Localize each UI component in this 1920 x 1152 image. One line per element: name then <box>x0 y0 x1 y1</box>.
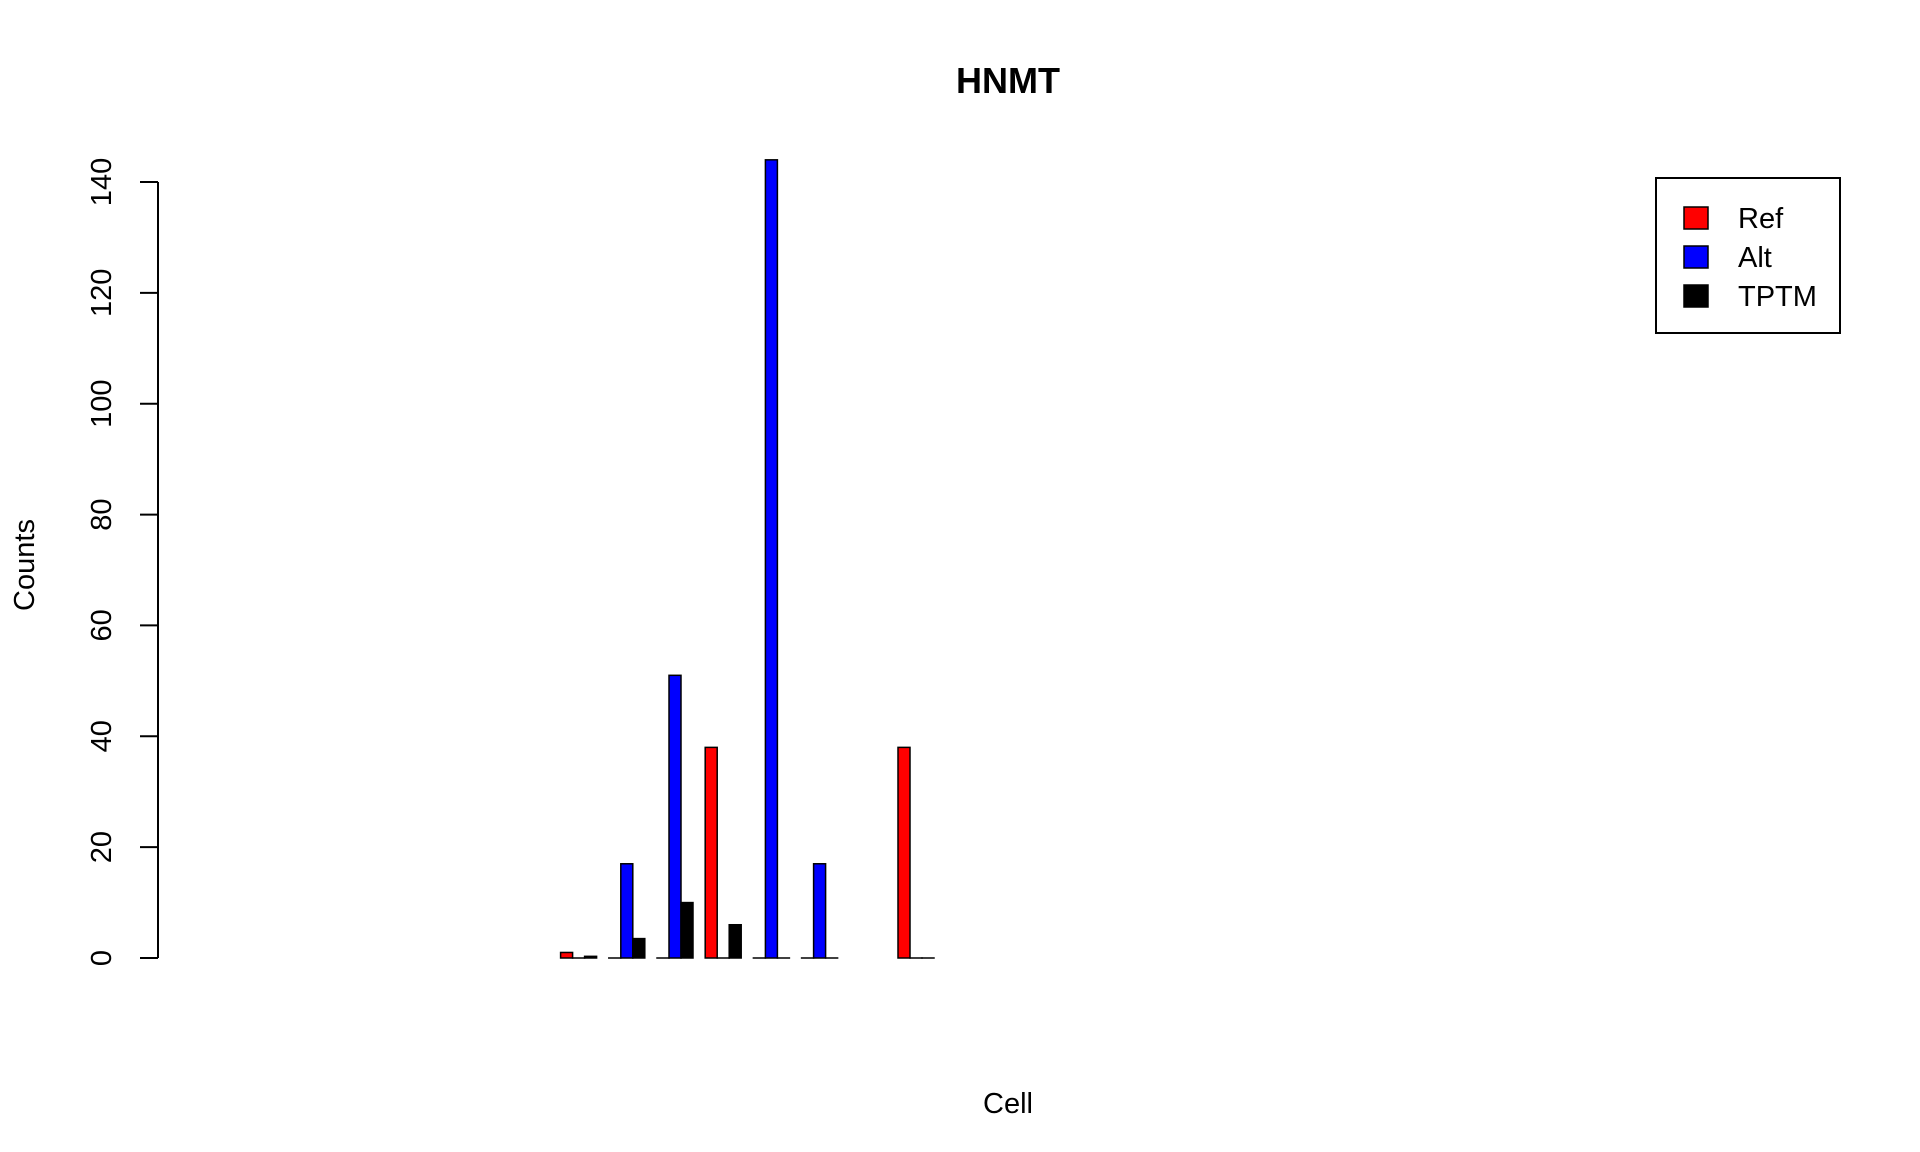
bar-ref <box>897 746 911 959</box>
bar-ref <box>559 951 574 959</box>
y-axis-label: Counts <box>9 519 41 611</box>
legend: Ref Alt TPTM <box>1655 177 1841 334</box>
legend-label-alt: Alt <box>1738 242 1772 274</box>
y-tick-label: 80 <box>86 498 118 530</box>
bar-ref <box>704 746 718 959</box>
y-tick-label: 20 <box>86 831 118 863</box>
chart-title: HNMT <box>956 60 1060 101</box>
y-tick-label: 60 <box>86 609 118 641</box>
bar-tptm <box>728 923 742 959</box>
y-tick-label: 100 <box>86 380 118 428</box>
y-tick-label: 40 <box>86 720 118 752</box>
bar-tptm <box>583 955 598 959</box>
y-tick-label: 0 <box>86 950 118 966</box>
bar-tptm <box>632 937 646 959</box>
bar-tptm <box>680 901 694 959</box>
legend-label-ref: Ref <box>1738 203 1784 235</box>
y-axis: 0 20 40 60 80 100 120 140 <box>86 158 159 966</box>
bar-alt <box>668 674 682 959</box>
bars-group <box>559 159 935 959</box>
legend-swatch-alt <box>1683 245 1709 269</box>
bar-alt <box>764 159 779 959</box>
x-axis-label: Cell <box>983 1088 1033 1120</box>
bar-alt <box>812 863 827 959</box>
bar-alt <box>620 863 634 959</box>
legend-label-tptm: TPTM <box>1738 281 1817 313</box>
legend-swatch-tptm <box>1683 284 1709 308</box>
legend-swatch-ref <box>1683 206 1709 230</box>
y-tick-label: 140 <box>86 158 118 206</box>
y-tick-label: 120 <box>86 269 118 317</box>
